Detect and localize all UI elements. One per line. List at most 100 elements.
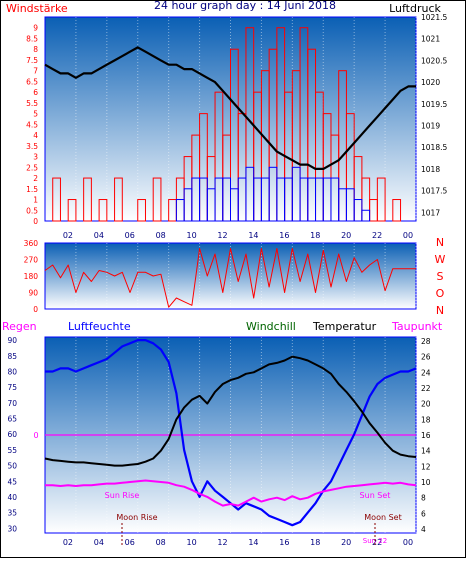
- wind-tick-label: 7.5: [26, 56, 38, 65]
- direction-tick-label: 0: [33, 305, 38, 314]
- header-left: Windstärke: [6, 2, 68, 15]
- wind-tick-label: 1.5: [26, 185, 38, 194]
- wind-bar: [376, 177, 386, 222]
- humidity-tick-label: 85: [7, 352, 17, 361]
- humidity-tick-label: 35: [7, 509, 17, 518]
- time-tick-label: 18: [310, 231, 320, 240]
- temperature-tick-label: 8: [421, 494, 426, 503]
- wind-bar: [114, 177, 123, 222]
- compass-letter: N: [436, 304, 444, 317]
- humidity-tick-label: 75: [7, 383, 17, 392]
- time-tick-label: 00: [403, 231, 413, 240]
- sun-set-label: Sun Set: [360, 491, 391, 500]
- time-tick-label: 16: [279, 231, 289, 240]
- legend-humidity: Luftfeuchte: [68, 320, 131, 333]
- wind-tick-label: 1: [33, 196, 38, 205]
- gust-bar: [361, 209, 371, 222]
- time-tick-label: 02: [63, 538, 73, 547]
- pressure-line: [44, 46, 416, 170]
- time-tick-label: 08: [156, 231, 166, 240]
- wind-tick-label: 8: [33, 45, 38, 54]
- direction-tick-label: 180: [24, 272, 39, 281]
- dewpoint-series-line: [45, 479, 417, 507]
- wind-tick-label: 0: [33, 217, 38, 226]
- legend-rain: Regen: [2, 320, 37, 333]
- temperature-series-line: [44, 355, 417, 467]
- wind-tick-label: 2.5: [26, 163, 38, 172]
- time-tick-label: 10: [186, 231, 196, 240]
- pressure-tick-label: 1021: [421, 35, 440, 44]
- time-tick-label: 14: [248, 538, 258, 547]
- pressure-axis-ticks: 1017 1017.5 1018 1018.5 1019 1019.5 1020 1020.5…: [421, 13, 447, 217]
- pressure-tick-label: 1019.5: [421, 100, 447, 109]
- temperature-tick-label: 26: [421, 353, 431, 362]
- dewpoint-line: [45, 479, 417, 507]
- pressure-tick-label: 1018: [421, 165, 440, 174]
- time-tick-label: 14: [248, 231, 258, 240]
- time-tick-label: 02: [63, 231, 73, 240]
- wind-bar: [67, 199, 77, 222]
- humidity-tick-label: 50: [7, 462, 17, 471]
- sun-rise-label: Sun Rise: [105, 491, 140, 500]
- temperature-tick-label: 6: [421, 509, 426, 518]
- direction-tick-label: 270: [24, 256, 39, 265]
- compass-letter: W: [435, 253, 446, 266]
- wind-bar: [152, 177, 162, 222]
- wind-tick-label: 4: [33, 131, 38, 140]
- temperature-tick-label: 4: [421, 525, 426, 534]
- time-tick-label: 06: [125, 231, 135, 240]
- time-tick-label: 04: [94, 538, 104, 547]
- wind-tick-label: 3.5: [26, 142, 38, 151]
- rain-zero-label: 0: [33, 431, 38, 440]
- wind-tick-label: 6.5: [26, 77, 38, 86]
- moon-set-label: Moon Set: [364, 513, 401, 522]
- humidity-tick-label: 70: [7, 399, 17, 408]
- humidity-tick-label: 65: [7, 415, 17, 424]
- time-tick-label: 20: [341, 538, 351, 547]
- climate-time-ticks: 02 04 06 08 10 12 14 16 18 20 22 00: [63, 538, 413, 547]
- compass-letter: N: [436, 236, 444, 249]
- legend-dewpoint: Taupunkt: [391, 320, 443, 333]
- humidity-tick-label: 40: [7, 493, 17, 502]
- wind-tick-label: 6: [33, 88, 38, 97]
- wind-pressure-panel: 0 0.51 1.5 2 2.53 3.5 4 4.55 5.5 6 6.57 7.5 8 8.59 10…: [26, 13, 447, 240]
- time-tick-label: 22: [372, 231, 382, 240]
- humidity-tick-label: 90: [7, 336, 17, 345]
- wind-bar: [52, 177, 61, 222]
- wind-bar: [98, 199, 108, 222]
- temperature-tick-label: 14: [421, 447, 431, 456]
- pressure-tick-label: 1017.5: [421, 187, 447, 196]
- direction-axis-ticks: 0 90 180 270 360: [24, 239, 39, 314]
- climate-panel: 0 30 35 40 45 50 55 60 65 70 75 80 85 90 4 6 8 10 12 14 16…: [7, 336, 430, 547]
- wind-tick-label: 0.5: [26, 206, 38, 215]
- wind-tick-label: 9: [33, 24, 38, 33]
- pressure-tick-label: 1020: [421, 78, 440, 87]
- time-tick-label: 10: [186, 538, 196, 547]
- pressure-series-line: [44, 46, 416, 170]
- temperature-line: [44, 355, 417, 467]
- wind-tick-label: 4.5: [26, 120, 38, 129]
- temperature-tick-label: 28: [421, 337, 431, 346]
- compass-letter: S: [437, 270, 444, 283]
- wind-tick-label: 2: [33, 174, 38, 183]
- humidity-axis-ticks: 30 35 40 45 50 55 60 65 70 75 80 85 90: [7, 336, 17, 533]
- pressure-tick-label: 1019: [421, 122, 440, 131]
- pressure-tick-label: 1018.5: [421, 143, 447, 152]
- wind-bar: [137, 199, 146, 222]
- direction-panel-background: [44, 242, 417, 310]
- time-tick-label: 18: [310, 538, 320, 547]
- direction-line: [44, 248, 416, 308]
- wind-tick-label: 3: [33, 153, 38, 162]
- humidity-tick-label: 80: [7, 367, 17, 376]
- temperature-axis-ticks: 4 6 8 10 12 14 16 18 20 22 24 26 28: [421, 337, 431, 534]
- temperature-tick-label: 24: [421, 368, 431, 377]
- direction-panel-grid: [75, 243, 417, 309]
- chart-title: 24 hour graph day : 14 Juni 2018: [154, 0, 336, 12]
- pressure-tick-label: 1017: [421, 208, 440, 217]
- humidity-tick-label: 30: [7, 524, 17, 533]
- temperature-tick-label: 12: [421, 462, 431, 471]
- temperature-tick-label: 18: [421, 415, 431, 424]
